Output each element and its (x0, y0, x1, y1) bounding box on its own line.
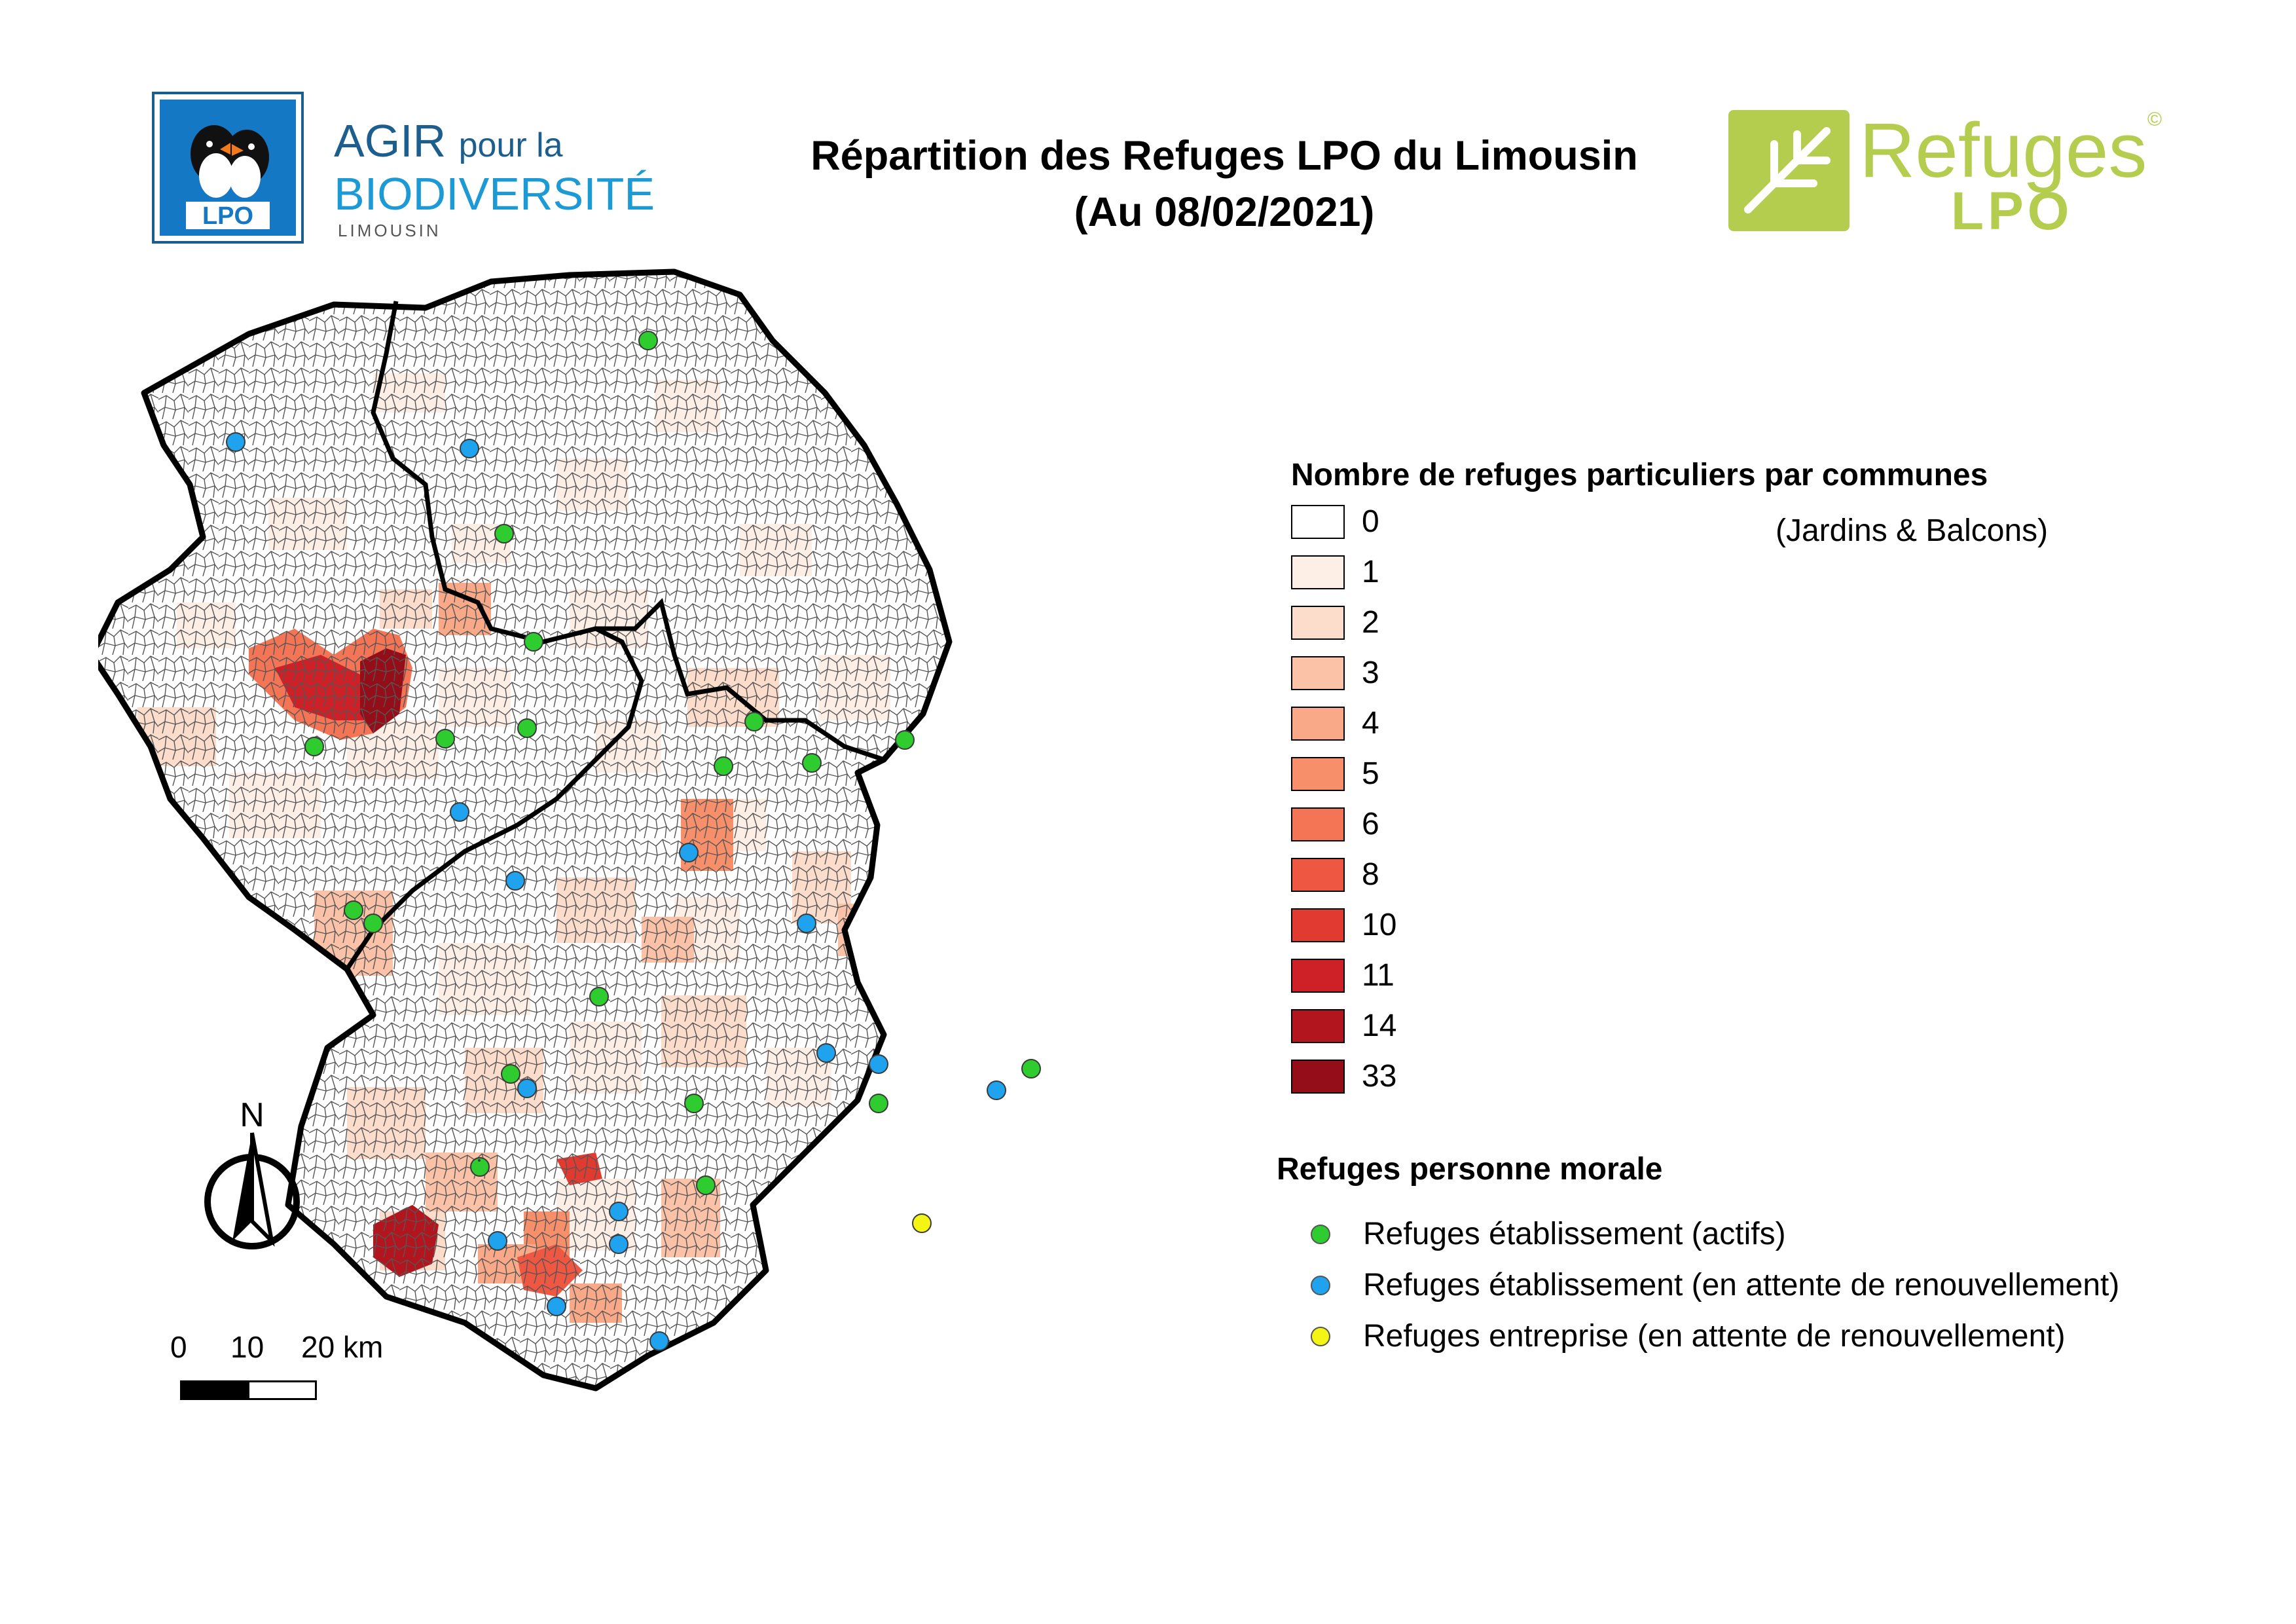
legend-subtitle: (Jardins & Balcons) (1776, 513, 2049, 548)
legend-class-label: 8 (1362, 857, 1379, 892)
lpo-puffin-logo: LPO (152, 92, 304, 244)
refuge-point (505, 871, 525, 891)
refuge-point (649, 1331, 669, 1351)
pending-establishment-points (226, 432, 1006, 1351)
refuges-lpo-logo: Refuges LPO © (1728, 107, 2162, 236)
refuge-point (344, 900, 363, 920)
legend-swatch (1291, 656, 1345, 690)
refuge-point (470, 1157, 490, 1177)
active-establishment-points (304, 331, 1041, 1195)
north-arrow: N (204, 1100, 300, 1249)
legend-class-label: 3 (1362, 655, 1379, 690)
refuges-word: Refuges (1859, 107, 2147, 194)
legend-class-label: 2 (1362, 605, 1379, 640)
legend-class-label: 33 (1362, 1059, 1397, 1094)
legend-swatch (1291, 959, 1345, 993)
legend-swatch (1291, 707, 1345, 741)
legend-class-label: 10 (1362, 908, 1397, 942)
legend-moral-refuges: Refuges personne morale Refuges établiss… (1277, 1149, 2259, 1354)
north-label: N (240, 1100, 264, 1134)
legend-point-label: Refuges établissement (en attente de ren… (1363, 1268, 2120, 1302)
legend-swatch (1291, 1009, 1345, 1043)
scale-bar: 0 10 20 km (170, 1329, 419, 1421)
legend-swatch (1291, 606, 1345, 640)
legend-point-label: Refuges établissement (actifs) (1363, 1217, 1786, 1251)
title-line-2: (Au 08/02/2021) (1074, 189, 1375, 235)
lpo-badge-text: LPO (202, 202, 253, 230)
refuge-point (609, 1202, 629, 1221)
refuge-point (714, 756, 733, 776)
refuge-point (696, 1175, 716, 1195)
legend-class-label: 14 (1362, 1008, 1397, 1043)
legend-point-symbol (1311, 1276, 1330, 1295)
agir-text: AGIR (334, 115, 446, 166)
legend-title: Nombre de refuges particuliers par commu… (1291, 458, 1988, 492)
refuge-point (1021, 1059, 1041, 1079)
region-outline (98, 268, 953, 1392)
pour-la-text: pour la (458, 126, 563, 164)
scale-tick-20: 20 km (301, 1330, 384, 1364)
refuge-point (547, 1297, 566, 1316)
legend-class-label: 5 (1362, 756, 1379, 791)
legend-class-label: 4 (1362, 706, 1379, 741)
refuge-point (494, 524, 514, 544)
refuge-point (684, 1094, 704, 1113)
legend-swatch (1291, 505, 1345, 539)
legend-class-label: 6 (1362, 807, 1379, 841)
biodiversite-text: BIODIVERSITÉ (334, 168, 655, 219)
region-text: LIMOUSIN (338, 221, 441, 240)
refuge-point (488, 1231, 507, 1251)
refuge-point (226, 432, 246, 452)
refuge-point (435, 729, 455, 748)
refuge-point (460, 439, 479, 458)
refuge-point (679, 843, 699, 862)
refuge-point (638, 331, 658, 350)
legend-swatch (1291, 555, 1345, 589)
refuge-point (802, 753, 822, 773)
scale-segment-black (180, 1380, 249, 1400)
legend-swatch (1291, 757, 1345, 791)
title-line-1: Répartition des Refuges LPO du Limousin (811, 133, 1638, 179)
legend-class-label: 11 (1362, 958, 1394, 993)
scale-tick-10: 10 (230, 1330, 264, 1364)
lpo-word: LPO (1951, 181, 2073, 236)
refuge-point (501, 1064, 520, 1084)
legend-swatch (1291, 908, 1345, 942)
legend-swatch (1291, 807, 1345, 841)
refuge-point (478, 1159, 481, 1162)
refuge-point (816, 1043, 836, 1063)
legend-point-symbol (1311, 1225, 1330, 1244)
refuge-point (524, 632, 543, 652)
refuge-point (517, 718, 537, 738)
refuge-point (609, 1234, 629, 1254)
legend-title: Refuges personne morale (1277, 1152, 1663, 1187)
limousin-choropleth-map (98, 268, 1041, 1392)
legend-swatch (1291, 858, 1345, 892)
map-title: Répartition des Refuges LPO du Limousin … (668, 128, 1781, 240)
refuge-point (797, 913, 816, 933)
enterprise-point (912, 1213, 932, 1233)
department-boundary (596, 598, 885, 762)
refuge-point (517, 1079, 537, 1098)
scale-tick-0: 0 (170, 1330, 187, 1364)
copyright-mark: © (2147, 109, 2162, 130)
legend-swatch (1291, 1060, 1345, 1094)
lpo-wordmark: AGIR pour la BIODIVERSITÉ LIMOUSIN (334, 118, 655, 242)
legend-point-label: Refuges entreprise (en attente de renouv… (1363, 1319, 2066, 1354)
refuge-point (869, 1094, 888, 1113)
refuge-point (304, 737, 324, 756)
refuge-point (895, 730, 915, 750)
refuge-point (744, 712, 764, 731)
legend-class-label: 0 (1362, 504, 1379, 539)
legend-point-symbol (1311, 1327, 1330, 1346)
refuge-point (589, 987, 609, 1006)
legend-class-label: 1 (1362, 555, 1379, 589)
legend-individual-refuges: Nombre de refuges particuliers par commu… (1291, 455, 2142, 1094)
refuge-point (450, 802, 469, 822)
refuge-point (363, 913, 383, 933)
refuge-point (987, 1080, 1006, 1100)
refuge-point (869, 1054, 888, 1074)
scale-segment-white (247, 1380, 317, 1400)
